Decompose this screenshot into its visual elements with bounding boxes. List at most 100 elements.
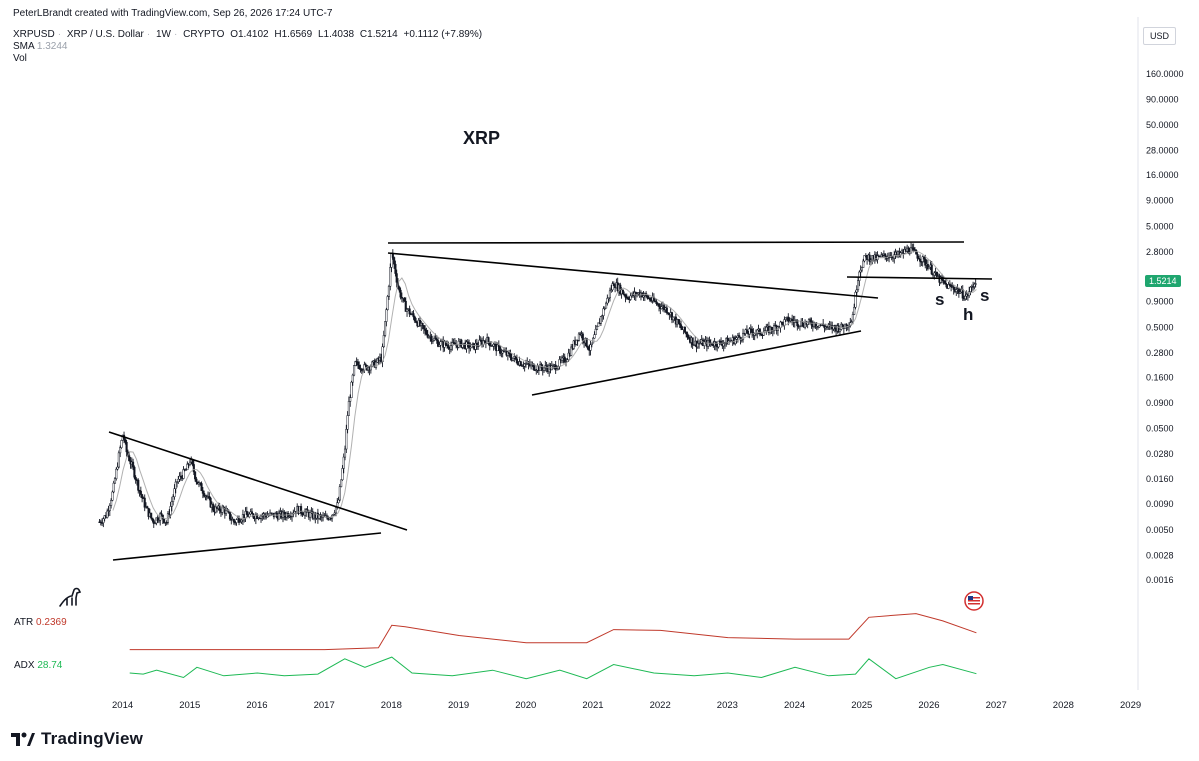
candle-body	[201, 490, 204, 494]
candle-body	[200, 483, 203, 491]
candle-body	[163, 518, 166, 523]
candle-body	[283, 511, 286, 517]
attribution-text: PeterLBrandt created with TradingView.co…	[13, 8, 333, 19]
candle-body	[421, 323, 424, 326]
candle-body	[143, 497, 146, 508]
candle-body	[382, 335, 385, 348]
candle-body	[542, 367, 546, 371]
low-value: L1.4038	[317, 29, 355, 40]
candle-body	[116, 466, 119, 470]
candle-body	[655, 301, 658, 304]
candle-body	[770, 326, 773, 331]
candle-body	[232, 519, 235, 523]
symbol-name[interactable]: XRPUSD	[13, 29, 55, 40]
candle-body	[300, 506, 303, 514]
candle-body	[203, 493, 206, 497]
candle-body	[586, 346, 590, 350]
candle-body	[499, 346, 502, 354]
y-tick-label: 0.9000	[1146, 297, 1174, 307]
x-tick-label: 2022	[650, 700, 671, 711]
x-tick-label: 2024	[784, 700, 805, 711]
candle-body	[399, 289, 402, 298]
candle-body	[259, 515, 263, 519]
candle-body	[868, 254, 871, 262]
atr-legend[interactable]: ATR 0.2369	[14, 617, 67, 628]
candle-body	[955, 289, 958, 292]
candle-body	[595, 326, 599, 330]
candle-body	[570, 346, 573, 356]
candle-body	[150, 512, 153, 519]
candle-body	[858, 271, 861, 281]
atr-label: ATR	[14, 617, 34, 628]
candle-body	[112, 482, 115, 493]
candle-body	[509, 353, 512, 358]
interval-label[interactable]: 1W	[156, 29, 171, 40]
y-tick-label: 0.0900	[1146, 398, 1174, 408]
candle-body	[106, 510, 109, 518]
brand-logo[interactable]: TradingView	[11, 729, 143, 749]
y-tick-label: 0.0028	[1146, 550, 1174, 560]
adx-value: 28.74	[37, 660, 63, 671]
candle-body	[714, 341, 717, 347]
candle-body	[575, 339, 578, 345]
candle-body	[969, 286, 972, 292]
candle-body	[120, 440, 123, 448]
candle-body	[670, 312, 674, 321]
close-value: C1.5214	[359, 29, 398, 40]
candle-body	[605, 302, 608, 309]
currency-button[interactable]: USD	[1143, 27, 1177, 45]
candle-body	[784, 317, 787, 320]
chart-title: XRP	[463, 128, 501, 148]
candle-body	[514, 356, 517, 360]
candle-body	[369, 366, 372, 371]
candle-body	[434, 337, 437, 340]
sma-legend[interactable]: SMA 1.3244	[13, 41, 68, 52]
atr-line	[129, 613, 977, 651]
open-value: O1.4102	[230, 29, 269, 40]
adx-line	[129, 656, 977, 680]
vol-legend[interactable]: Vol	[13, 53, 27, 64]
us-flag-icon[interactable]	[964, 591, 984, 611]
candle-body	[209, 497, 212, 508]
candle-body	[765, 326, 768, 331]
y-tick-label: 0.0160	[1146, 474, 1174, 484]
candle-body	[819, 324, 822, 327]
candle-body	[567, 352, 570, 360]
candle-body	[99, 521, 102, 524]
adx-legend[interactable]: ADX 28.74	[14, 660, 62, 671]
candle-body	[741, 332, 745, 340]
sma-line-group	[112, 250, 977, 520]
candle-body	[646, 295, 649, 299]
candle-body	[194, 471, 197, 480]
candle-body	[608, 290, 611, 299]
candle-body	[722, 343, 725, 347]
candle-body	[654, 300, 657, 303]
y-tick-label: 16.0000	[1146, 170, 1179, 180]
candle-body	[683, 326, 686, 333]
candle-body	[787, 316, 790, 322]
candle-body	[178, 475, 181, 480]
candle-body	[629, 295, 632, 300]
candle-body	[394, 263, 397, 274]
candle-body	[468, 342, 471, 349]
candle-body	[173, 488, 176, 498]
candle-body	[447, 345, 450, 349]
candle-body	[909, 247, 913, 254]
candle-body	[760, 333, 763, 336]
candle-body	[228, 512, 232, 520]
candle-body	[854, 292, 857, 308]
candle-body	[415, 320, 418, 323]
candle-body	[717, 340, 720, 348]
candle-body	[837, 325, 840, 332]
candle-body	[597, 322, 600, 327]
candle-body	[138, 490, 141, 492]
candle-body	[798, 325, 801, 327]
candle-body	[398, 286, 401, 291]
y-axis: 160.0000 90.0000 50.0000 28.0000 16.0000 9.00…	[1146, 69, 1184, 585]
candle-body	[602, 308, 605, 316]
candle-body	[430, 335, 433, 342]
candle-body	[101, 522, 104, 524]
x-tick-label: 2028	[1053, 700, 1074, 711]
candle-body	[364, 364, 367, 366]
